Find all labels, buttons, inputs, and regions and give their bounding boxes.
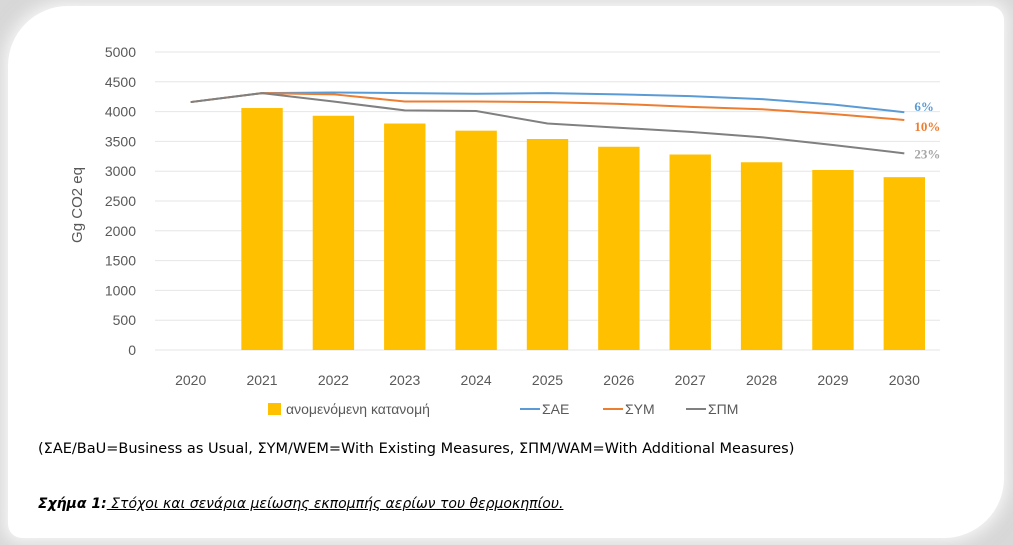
annotations: 6% 10% 23% [914, 99, 940, 161]
percent-annotation: 6% [914, 99, 934, 114]
series-lines [190, 91, 905, 155]
figure-caption: Σχήμα 1: Στόχοι και σενάρια μείωσης εκπο… [38, 496, 563, 512]
bars [241, 108, 926, 351]
y-tick-label: 1500 [105, 253, 136, 269]
bar [241, 108, 283, 350]
y-tick-label: 0 [128, 342, 136, 358]
bar [455, 130, 497, 350]
caption-text: Στόχοι και σενάρια μείωσης εκπομπής αερί… [106, 496, 564, 512]
bar [740, 162, 783, 350]
x-tick-label: 2024 [461, 372, 492, 388]
x-tick-label: 2021 [246, 372, 277, 388]
x-tick-label: 2029 [817, 372, 848, 388]
caption-separator: : [101, 496, 107, 512]
y-tick-label: 4000 [105, 104, 136, 120]
percent-annotation: 23% [914, 146, 940, 161]
legend-item: ΣΠΜ [686, 401, 738, 417]
y-axis-label: Gg CO2 eq [69, 167, 86, 243]
bar [598, 146, 640, 350]
y-tick-label: 2500 [105, 193, 136, 209]
legend-item: ΣΑΕ [520, 401, 569, 417]
legend-swatch [268, 403, 281, 415]
figure-label: Σχήμα 1 [38, 496, 102, 512]
x-tick-label: 2020 [175, 372, 206, 388]
x-tick-label: 2028 [746, 372, 777, 388]
legend-label: ΣΠΜ [708, 401, 738, 417]
emissions-chart: 0 500 1000 1500 2000 2500 3000 3500 4000 4500 5000… [69, 44, 940, 417]
y-tick-label: 5000 [105, 44, 136, 60]
legend-label: ΣΥΜ [625, 401, 655, 417]
x-tick-label: 2030 [889, 372, 920, 388]
y-tick-label: 3000 [105, 163, 136, 179]
series-line [190, 92, 905, 155]
bar [669, 154, 711, 350]
bar [312, 115, 355, 350]
bar [526, 139, 569, 350]
abbreviation-note: (ΣΑΕ/BaU=Business as Usual, ΣΥΜ/WEM=With… [38, 441, 795, 457]
x-axis-ticks: 2020 2021 2022 2023 2024 2025 2026 2027 2028 2029… [175, 372, 920, 388]
x-tick-label: 2023 [389, 372, 420, 388]
legend: ανομενόμενη κατανομή ΣΑΕ ΣΥΜ ΣΠΜ [268, 401, 738, 417]
y-tick-label: 4500 [105, 74, 136, 90]
legend-label: ανομενόμενη κατανομή [286, 401, 430, 417]
y-tick-label: 3500 [105, 133, 136, 149]
bar [883, 177, 926, 350]
x-tick-label: 2025 [532, 372, 563, 388]
y-tick-label: 1000 [105, 282, 136, 298]
y-tick-label: 2000 [105, 223, 136, 239]
x-tick-label: 2027 [675, 372, 706, 388]
bar [812, 170, 854, 350]
legend-item: ΣΥΜ [603, 401, 655, 417]
series-line [190, 91, 905, 114]
legend-item: ανομενόμενη κατανομή [268, 401, 430, 417]
y-tick-label: 500 [113, 312, 137, 328]
legend-label: ΣΑΕ [542, 401, 569, 417]
x-tick-label: 2026 [603, 372, 634, 388]
bar [384, 123, 426, 351]
series-line [190, 92, 905, 121]
x-tick-label: 2022 [318, 372, 349, 388]
percent-annotation: 10% [914, 119, 940, 134]
y-axis-ticks: 0 500 1000 1500 2000 2500 3000 3500 4000 4500 5000 [105, 44, 136, 358]
